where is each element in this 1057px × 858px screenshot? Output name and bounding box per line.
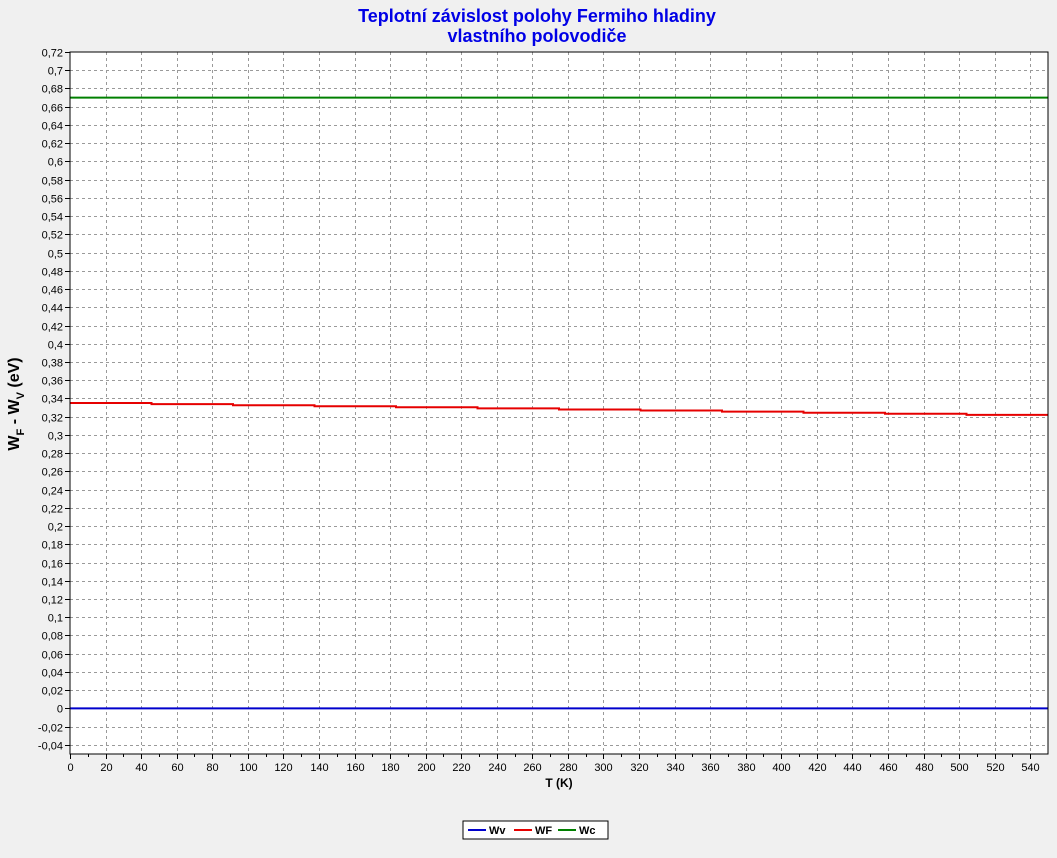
chart-title-line-1: Teplotní závislost polohy Fermiho hladin… [358,6,716,26]
x-tick-label: 340 [666,762,684,774]
x-tick-label: 360 [701,762,719,774]
y-tick-label: 0,36 [42,376,63,388]
y-tick-label: 0,68 [42,84,63,96]
x-tick-label: 380 [737,762,755,774]
series-lines [70,96,1048,710]
y-tick-label: 0,24 [42,486,63,498]
x-tick-label: 260 [523,762,541,774]
y-tick-label: -0,04 [38,741,63,753]
y-tick-label: 0,44 [42,303,63,315]
y-tick-label: 0 [57,704,63,716]
y-tick-label: 0,54 [42,212,63,224]
y-tick-label: 0,56 [42,194,63,206]
chart-title-line-2: vlastního polovodiče [447,26,626,46]
x-tick-label: 20 [100,762,112,774]
y-tick-label: 0,38 [42,358,63,370]
x-tick-label: 460 [879,762,897,774]
x-tick-label: 320 [630,762,648,774]
x-tick-label: 400 [772,762,790,774]
y-tick-label: 0,26 [42,467,63,479]
y-axis-label-sep: - W [6,399,23,429]
y-tick-label: -0,02 [38,723,63,735]
x-tick-label: 440 [843,762,861,774]
x-tick-label: 180 [381,762,399,774]
x-axis-label: T (K) [545,776,572,790]
y-tick-label: 0,32 [42,413,63,425]
x-tick-label: 120 [274,762,292,774]
y-tick-label: 0,22 [42,504,63,516]
y-tick-label: 0,62 [42,139,63,151]
legend-label-wv: Wv [489,825,506,837]
y-tick-label: 0,04 [42,668,63,680]
y-tick-label: 0,46 [42,285,63,297]
y-axis-label-w1: W [6,435,23,451]
y-tick-label: 0,6 [48,157,63,169]
y-tick-label: 0,58 [42,176,63,188]
y-tick-label: 0,16 [42,559,63,571]
y-tick-label: 0,08 [42,631,63,643]
y-tick-label: 0,34 [42,394,63,406]
y-tick-label: 0,66 [42,103,63,115]
series-line-wf [70,402,1048,416]
x-tick-label: 100 [239,762,257,774]
x-tick-label: 80 [206,762,218,774]
y-tick-label: 0,3 [48,431,63,443]
y-tick-label: 0,12 [42,595,63,607]
plot-area [70,52,1048,754]
y-tick-label: 0,06 [42,650,63,662]
legend-box [462,820,609,840]
x-tick-label: 420 [808,762,826,774]
y-tick-label: 0,2 [48,522,63,534]
y-tick-label: 0,7 [48,66,63,78]
x-tick-label: 300 [594,762,612,774]
y-tick-label: 0,72 [42,48,63,60]
x-tick-label: 160 [346,762,364,774]
y-axis-label-sub1: F [15,428,27,435]
grid [70,52,1048,754]
x-tick-label: 540 [1021,762,1039,774]
y-tick-label: 0,1 [48,613,63,625]
y-tick-label: 0,14 [42,577,63,589]
x-tick-label: 140 [310,762,328,774]
y-tick-label: 0,4 [48,340,63,352]
y-axis-label-sub2: V [15,391,27,399]
y-axis-label: WF - WV (eV) [6,357,27,450]
y-tick-label: 0,02 [42,686,63,698]
y-tick-label: 0,52 [42,230,63,242]
x-tick-label: 280 [559,762,577,774]
x-tick-label: 60 [171,762,183,774]
legend-label-wc: Wc [579,825,596,837]
y-tick-label: 0,5 [48,249,63,261]
x-tick-label: 240 [488,762,506,774]
x-tick-label: 0 [67,762,73,774]
axis-ticks: 0 20 40 60 80 100 120 140 160 180 200 220 240 260 280 3… [38,48,1040,775]
x-tick-label: 40 [135,762,147,774]
y-tick-label: 0,18 [42,540,63,552]
legend: Wv WF Wc [462,820,609,840]
y-tick-label: 0,48 [42,267,63,279]
y-tick-label: 0,42 [42,322,63,334]
x-tick-label: 220 [452,762,470,774]
y-axis-label-unit: (eV) [6,357,23,392]
x-tick-label: 200 [417,762,435,774]
x-tick-label: 520 [986,762,1004,774]
plot-frame [69,51,1049,755]
x-tick-label: 500 [950,762,968,774]
x-tick-label: 480 [915,762,933,774]
y-tick-label: 0,64 [42,121,63,133]
legend-label-wf: WF [535,825,552,837]
y-tick-label: 0,28 [42,449,63,461]
